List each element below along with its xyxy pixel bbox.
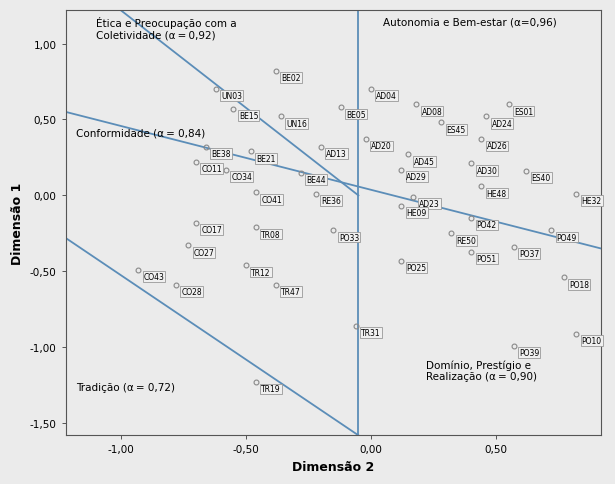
- Text: ES40: ES40: [531, 174, 551, 183]
- Text: CO11: CO11: [201, 165, 222, 174]
- Text: AD45: AD45: [414, 157, 435, 166]
- Text: TR12: TR12: [252, 268, 271, 277]
- Text: PO10: PO10: [582, 336, 601, 345]
- Text: RE36: RE36: [322, 197, 341, 206]
- Text: PO18: PO18: [569, 280, 589, 289]
- Text: AD24: AD24: [491, 120, 512, 128]
- Text: TR19: TR19: [261, 385, 281, 393]
- Text: BE38: BE38: [211, 150, 231, 159]
- Text: BE05: BE05: [346, 110, 366, 120]
- Text: CO41: CO41: [261, 195, 282, 204]
- Text: PO33: PO33: [339, 233, 359, 242]
- Text: PO37: PO37: [519, 250, 539, 259]
- Text: Conformidade (α = 0,84): Conformidade (α = 0,84): [76, 128, 205, 138]
- Text: HE09: HE09: [407, 209, 427, 218]
- Text: CO43: CO43: [144, 272, 165, 282]
- Text: PO51: PO51: [477, 254, 497, 263]
- Text: BE15: BE15: [239, 112, 258, 121]
- Text: Autonomia e Bem-estar (α=0,96): Autonomia e Bem-estar (α=0,96): [383, 17, 557, 27]
- Text: CO27: CO27: [194, 248, 215, 257]
- Text: PO42: PO42: [477, 221, 497, 230]
- Text: CO17: CO17: [201, 226, 222, 235]
- Text: Tradição (α = 0,72): Tradição (α = 0,72): [76, 382, 175, 393]
- Text: HE48: HE48: [486, 189, 507, 198]
- Text: UN16: UN16: [287, 120, 307, 128]
- Text: BE02: BE02: [281, 74, 301, 83]
- Text: UN03: UN03: [221, 92, 242, 101]
- Text: PO39: PO39: [519, 348, 539, 357]
- Text: BE44: BE44: [306, 176, 326, 184]
- Text: AD26: AD26: [486, 142, 507, 151]
- Text: AD04: AD04: [376, 92, 397, 101]
- Text: HE32: HE32: [582, 197, 601, 206]
- X-axis label: Dimensão 2: Dimensão 2: [292, 460, 375, 473]
- Text: PO49: PO49: [557, 233, 577, 242]
- Text: CO28: CO28: [181, 287, 202, 297]
- Text: TR08: TR08: [261, 230, 281, 239]
- Text: AD20: AD20: [371, 142, 392, 151]
- Text: ES01: ES01: [514, 107, 533, 116]
- Text: PO25: PO25: [407, 263, 427, 272]
- Text: AD23: AD23: [419, 200, 440, 209]
- Text: TR47: TR47: [281, 287, 301, 297]
- Text: RE50: RE50: [456, 236, 477, 245]
- Text: AD08: AD08: [421, 107, 442, 116]
- Text: AD13: AD13: [327, 150, 347, 159]
- Text: BE21: BE21: [256, 154, 276, 163]
- Text: CO34: CO34: [231, 172, 252, 182]
- Text: Domínio, Prestígio e
Realização (α = 0,90): Domínio, Prestígio e Realização (α = 0,9…: [426, 360, 537, 382]
- Text: AD30: AD30: [477, 166, 498, 175]
- Text: ES45: ES45: [446, 125, 466, 135]
- Y-axis label: Dimensão 1: Dimensão 1: [11, 182, 24, 264]
- Text: Ética e Preocupação com a
Coletividade (α = 0,92): Ética e Preocupação com a Coletividade (…: [95, 17, 236, 41]
- Text: TR31: TR31: [362, 329, 381, 337]
- Text: AD29: AD29: [407, 172, 427, 182]
